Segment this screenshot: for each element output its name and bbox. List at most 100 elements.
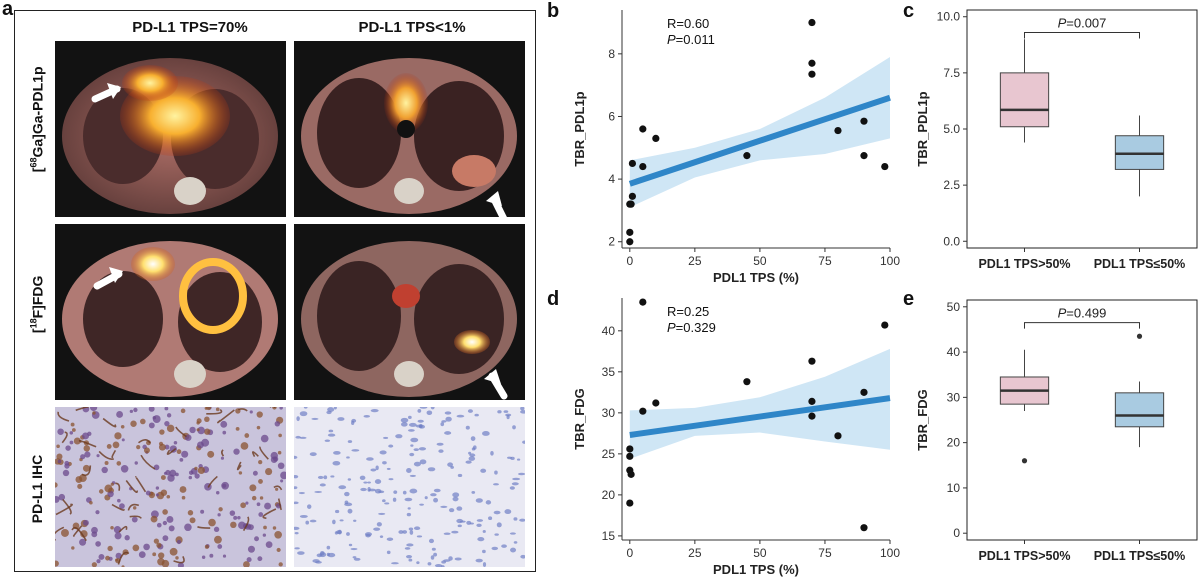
y-tick-label: 0.0 [943,234,960,248]
ihc-cell [262,533,267,537]
ihc-cell [264,502,272,510]
ihc-membrane-stain [71,526,87,542]
ihc-cell [56,444,60,449]
p-symbol: P [1058,306,1067,321]
ihc-cell [138,551,146,558]
ihc-cell [332,461,341,466]
ihc-cell [407,429,415,432]
ihc-cell [156,522,162,528]
ihc-cell [129,409,134,414]
ihc-cell [513,541,518,544]
ihc-cell [386,467,391,470]
ihc-cell [114,432,122,440]
ihc-cell [353,519,357,522]
confidence-band [629,348,890,459]
ihc-cell [71,546,75,550]
ihc-cell [352,556,357,559]
ihc-cell [496,522,502,528]
ihc-cell [256,502,261,507]
ihc-membrane-stain [81,465,92,477]
ihc-cell [311,417,319,420]
ihc-cell [482,562,487,567]
ihc-cell [295,435,301,439]
ihc-cell [275,487,279,491]
ihc-cell [418,447,427,451]
ihc-cell [277,462,285,470]
ihc-cell [265,468,273,476]
y-tick-label: 40 [602,324,616,338]
ihc-cell [260,434,269,443]
ihc-cell [222,430,227,435]
ihc-membrane-stain [221,449,225,457]
ihc-cell [114,532,122,540]
ihc-cell [516,458,521,461]
data-point [881,162,889,171]
ihc-cell [337,417,345,421]
ihc-cell [450,465,454,469]
y-tick-label: 4 [608,172,615,186]
ihc-cell [162,520,168,526]
data-point [628,192,637,200]
ihc-cell [501,544,507,548]
ihc-cell [98,489,104,494]
ihc-cell [155,486,160,490]
p-symbol: P [667,32,676,47]
ihc-cell [314,490,323,493]
ihc-cell [413,461,421,467]
ihc-cell [317,475,324,479]
column-title-tps-70: PD-L1 TPS=70% [132,19,248,36]
ihc-cell [386,550,391,555]
data-point [860,152,868,160]
ihc-cell [204,428,211,435]
ihc-cell [164,420,170,427]
ihc-cell [315,560,322,564]
ihc-cell [294,474,299,479]
ihc-cell [176,539,182,545]
ihc-cell [327,433,336,437]
ihc-cell [417,409,422,413]
ihc-cell [475,498,483,503]
panel-letter-c: c [903,0,915,22]
panel-a-image-grid: PD-L1 TPS=70% PD-L1 TPS<1% [68Ga]Ga-PDL1… [14,10,536,572]
ihc-cell [482,549,486,554]
category-label: PDL1 TPS≤50% [1094,257,1186,271]
ihc-cell [90,407,98,412]
ihc-membrane-stain [140,454,156,470]
ihc-membrane-stain [273,485,283,491]
ihc-cell [374,479,382,484]
ihc-cell [77,483,83,489]
ihc-cell [426,410,433,415]
ihc-cell [417,419,424,423]
ihc-cell [82,519,89,526]
ihc-cell [98,553,105,560]
ihc-cell [344,491,350,497]
data-point [626,228,634,236]
ihc-cell [259,496,264,500]
ihc-cell [188,475,193,480]
category-label: PDL1 TPS>50% [978,549,1070,563]
ihc-membrane-stain [57,411,70,422]
ihc-cell [323,475,328,480]
data-point [860,117,868,125]
ihc-cell [245,501,249,505]
panel-letter-a: a [2,0,14,20]
pet-fdg-tps70-image [55,224,286,400]
ihc-cell [220,456,225,460]
ihc-cell [440,505,448,509]
ihc-cell [440,565,445,567]
data-point [626,499,634,507]
pet-pdl1p-tps70-image [55,41,286,217]
ihc-membrane-stain [55,526,65,541]
ihc-cell [468,456,476,461]
ihc-membrane-stain [115,482,121,491]
ihc-membrane-stain [166,447,177,455]
plot-frame [966,9,1198,249]
ihc-cell [233,515,238,520]
ihc-cell [427,467,436,472]
ihc-cell [80,454,86,460]
ihc-cell [404,547,411,550]
p-symbol: P [1058,15,1067,30]
ihc-cell [327,407,335,413]
ihc-cell [413,526,421,531]
data-point [808,18,816,27]
